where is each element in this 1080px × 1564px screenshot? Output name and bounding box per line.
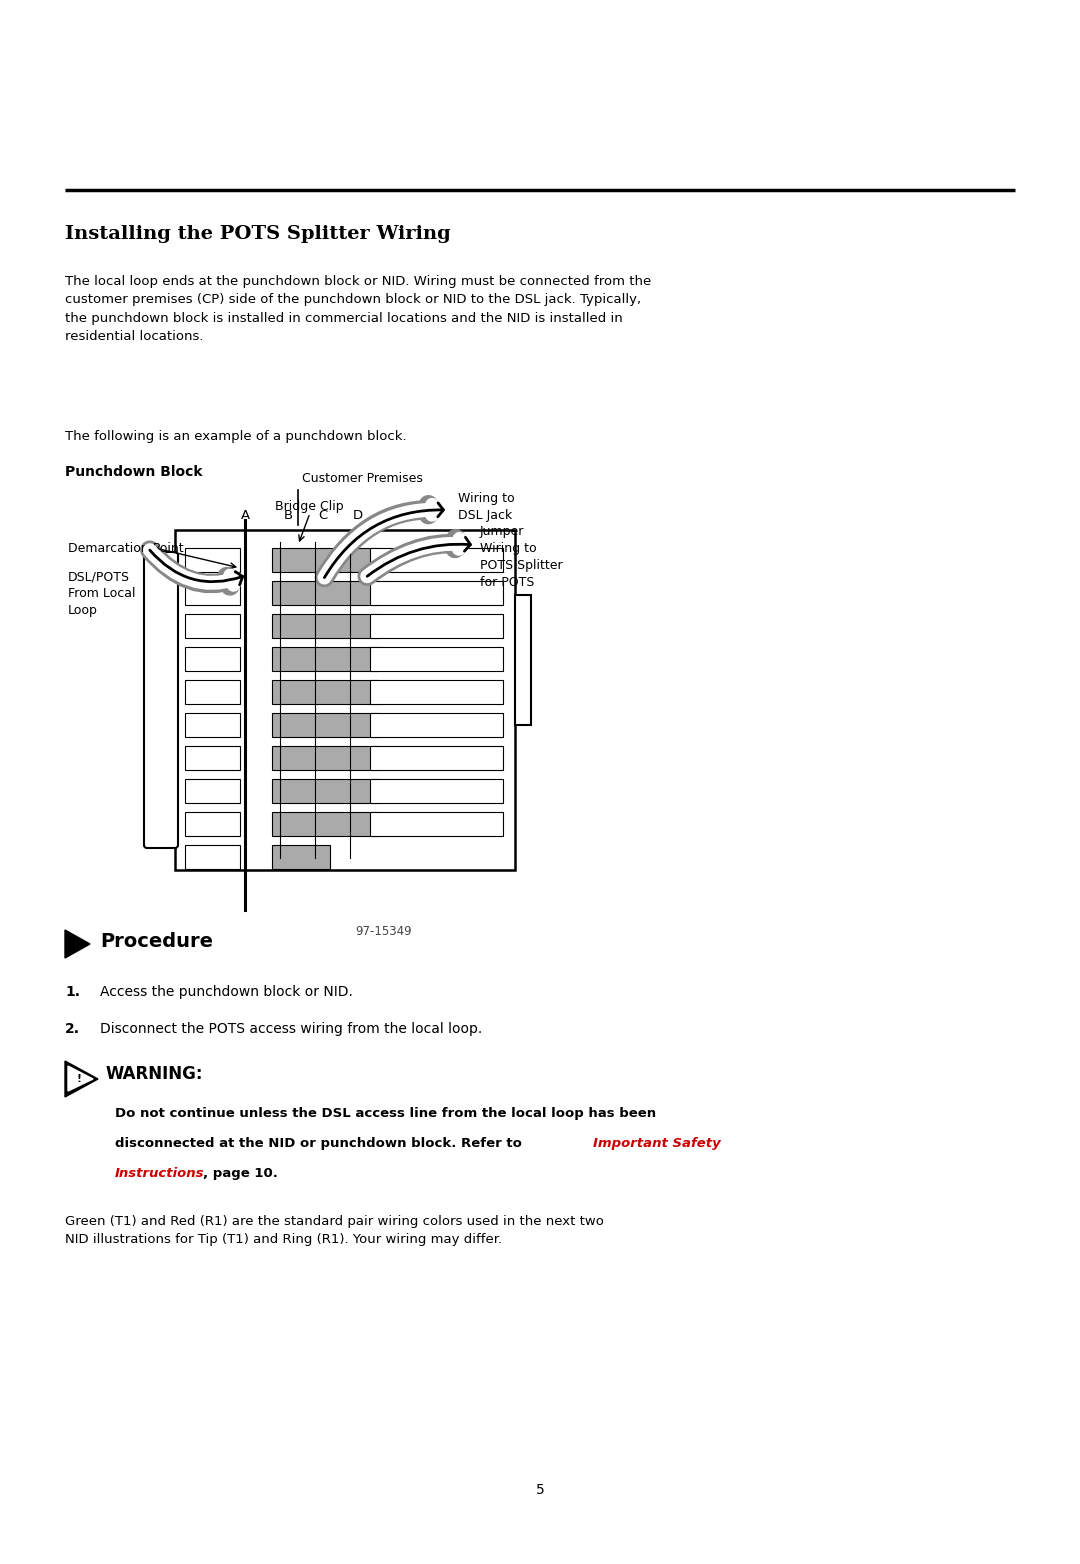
Bar <box>175 530 515 870</box>
Text: WARNING:: WARNING: <box>105 1065 203 1082</box>
Text: Disconnect the POTS access wiring from the local loop.: Disconnect the POTS access wiring from t… <box>100 1021 483 1035</box>
Bar <box>370 547 503 572</box>
Bar <box>185 845 240 870</box>
Text: 1.: 1. <box>65 985 80 999</box>
Bar <box>370 580 503 605</box>
Bar <box>370 647 503 671</box>
Text: Green (T1) and Red (R1) are the standard pair wiring colors used in the next two: Green (T1) and Red (R1) are the standard… <box>65 1215 604 1247</box>
Bar <box>272 680 378 704</box>
Text: Installing the POTS Splitter Wiring: Installing the POTS Splitter Wiring <box>65 225 450 242</box>
FancyArrowPatch shape <box>367 538 471 576</box>
Text: Demarcation Point: Demarcation Point <box>68 541 184 555</box>
Text: 5: 5 <box>536 1483 544 1497</box>
Bar <box>370 779 503 802</box>
Bar <box>370 615 503 638</box>
Text: Procedure: Procedure <box>100 932 213 951</box>
Text: 97-15349: 97-15349 <box>355 924 411 938</box>
Bar <box>370 812 503 837</box>
FancyArrowPatch shape <box>150 551 243 585</box>
FancyArrowPatch shape <box>367 538 460 576</box>
Text: , page 10.: , page 10. <box>203 1167 278 1179</box>
Text: D: D <box>353 508 363 522</box>
Bar <box>185 812 240 837</box>
Bar <box>185 746 240 769</box>
FancyArrowPatch shape <box>324 505 436 577</box>
Text: The local loop ends at the punchdown block or NID. Wiring must be connected from: The local loop ends at the punchdown blo… <box>65 275 651 344</box>
FancyArrowPatch shape <box>150 551 232 586</box>
FancyArrowPatch shape <box>324 505 433 577</box>
Bar <box>370 713 503 737</box>
Text: Do not continue unless the DSL access line from the local loop has been: Do not continue unless the DSL access li… <box>114 1107 657 1120</box>
FancyArrowPatch shape <box>150 551 235 585</box>
Text: !: ! <box>77 1074 81 1084</box>
Text: The following is an example of a punchdown block.: The following is an example of a punchdo… <box>65 430 407 443</box>
Bar <box>370 746 503 769</box>
Text: Bridge Clip: Bridge Clip <box>275 500 343 513</box>
Bar <box>185 615 240 638</box>
Text: 2.: 2. <box>65 1021 80 1035</box>
Text: Important Safety: Important Safety <box>593 1137 720 1150</box>
Bar <box>272 845 330 870</box>
Bar <box>272 580 378 605</box>
Text: Wiring to
DSL Jack: Wiring to DSL Jack <box>458 493 515 522</box>
Text: A: A <box>241 508 249 522</box>
Bar <box>272 713 378 737</box>
Bar <box>272 746 378 769</box>
Polygon shape <box>65 1060 98 1096</box>
FancyBboxPatch shape <box>144 552 178 848</box>
Text: Punchdown Block: Punchdown Block <box>65 465 203 479</box>
Text: disconnected at the NID or punchdown block. Refer to: disconnected at the NID or punchdown blo… <box>114 1137 527 1150</box>
Text: Access the punchdown block or NID.: Access the punchdown block or NID. <box>100 985 353 999</box>
Bar <box>272 647 378 671</box>
Text: B: B <box>283 508 293 522</box>
Bar <box>272 615 378 638</box>
Bar <box>272 547 378 572</box>
Text: DSL/POTS
From Local
Loop: DSL/POTS From Local Loop <box>68 569 135 618</box>
Bar <box>515 594 531 726</box>
Bar <box>185 647 240 671</box>
Bar <box>272 812 378 837</box>
Bar <box>185 580 240 605</box>
Bar <box>185 680 240 704</box>
Bar <box>185 713 240 737</box>
FancyArrowPatch shape <box>324 504 444 577</box>
Text: Instructions: Instructions <box>114 1167 204 1179</box>
Text: Customer Premises: Customer Premises <box>302 472 423 485</box>
Bar <box>185 547 240 572</box>
Text: Jumper
Wiring to
POTS Splitter
for POTS: Jumper Wiring to POTS Splitter for POTS <box>480 526 563 590</box>
Bar <box>272 779 378 802</box>
Text: C: C <box>319 508 327 522</box>
Bar <box>370 680 503 704</box>
Bar <box>185 779 240 802</box>
FancyArrowPatch shape <box>367 540 463 576</box>
Polygon shape <box>65 931 90 959</box>
Polygon shape <box>68 1067 93 1092</box>
